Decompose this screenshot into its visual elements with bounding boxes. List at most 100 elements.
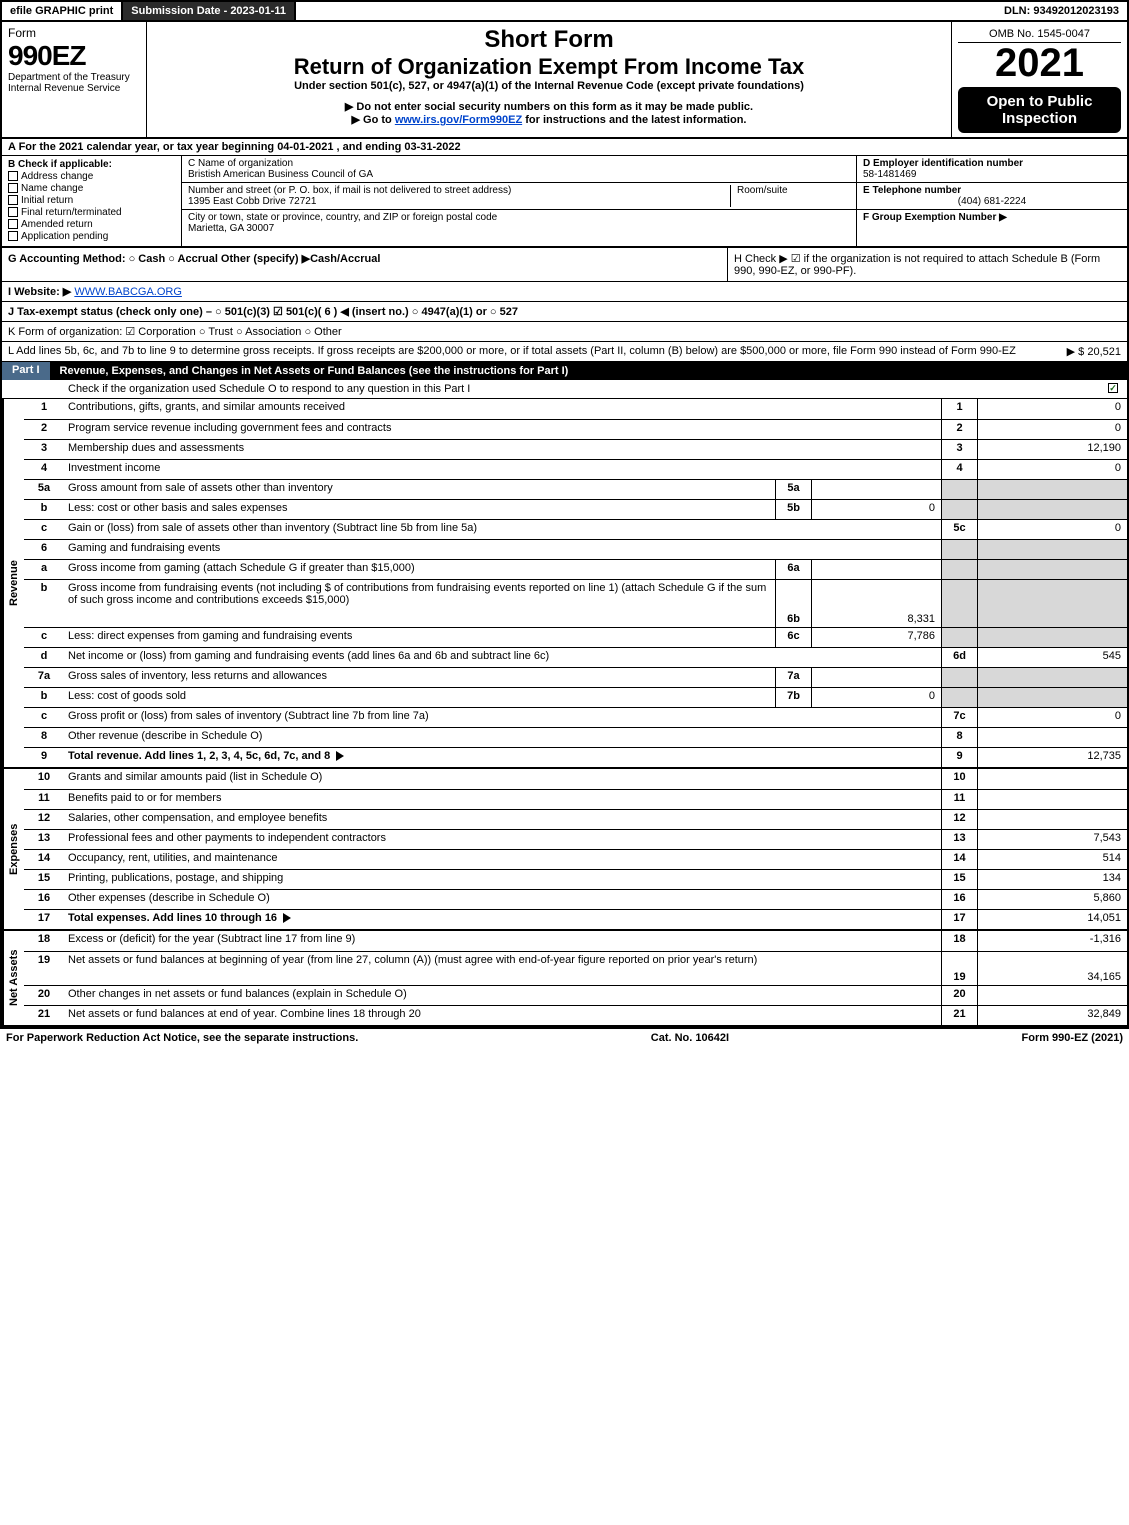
- line-13: 13Professional fees and other payments t…: [24, 829, 1127, 849]
- line-7c: cGross profit or (loss) from sales of in…: [24, 707, 1127, 727]
- line-11: 11Benefits paid to or for members11: [24, 789, 1127, 809]
- line-1: 1Contributions, gifts, grants, and simil…: [24, 399, 1127, 419]
- line-6a: aGross income from gaming (attach Schedu…: [24, 559, 1127, 579]
- g-accounting: G Accounting Method: ○ Cash ○ Accrual Ot…: [2, 248, 727, 281]
- revenue-vlabel: Revenue: [2, 399, 24, 767]
- l-text: L Add lines 5b, 6c, and 7b to line 9 to …: [8, 345, 1067, 358]
- revenue-lines: 1Contributions, gifts, grants, and simil…: [24, 399, 1127, 767]
- city-value: Marietta, GA 30007: [188, 223, 850, 234]
- revenue-section: Revenue 1Contributions, gifts, grants, a…: [2, 399, 1127, 769]
- org-name: Bristish American Business Council of GA: [188, 169, 850, 180]
- j-tax-exempt: J Tax-exempt status (check only one) – ○…: [2, 302, 1127, 322]
- line-5b: bLess: cost or other basis and sales exp…: [24, 499, 1127, 519]
- net-assets-section: Net Assets 18Excess or (deficit) for the…: [2, 931, 1127, 1027]
- chk-initial-return[interactable]: Initial return: [8, 195, 175, 206]
- c-name-label: C Name of organization: [188, 158, 850, 169]
- form-word: Form: [8, 26, 140, 40]
- part-1-header: Part I Revenue, Expenses, and Changes in…: [2, 362, 1127, 380]
- street-value: 1395 East Cobb Drive 72721: [188, 196, 730, 207]
- line-8: 8Other revenue (describe in Schedule O)8: [24, 727, 1127, 747]
- footer-left: For Paperwork Reduction Act Notice, see …: [6, 1032, 358, 1044]
- line-15: 15Printing, publications, postage, and s…: [24, 869, 1127, 889]
- title-sub: Under section 501(c), 527, or 4947(a)(1)…: [153, 80, 945, 92]
- i-website-row: I Website: ▶ WWW.BABCGA.ORG: [2, 282, 1127, 302]
- h-check: H Check ▶ ☑ if the organization is not r…: [727, 248, 1127, 281]
- net-assets-lines: 18Excess or (deficit) for the year (Subt…: [24, 931, 1127, 1025]
- form-number: 990EZ: [8, 40, 140, 72]
- part1-schedule-o-checkbox[interactable]: [1108, 383, 1118, 393]
- line-6d: dNet income or (loss) from gaming and fu…: [24, 647, 1127, 667]
- line-12: 12Salaries, other compensation, and empl…: [24, 809, 1127, 829]
- irs-link[interactable]: www.irs.gov/Form990EZ: [395, 114, 522, 126]
- phone-value: (404) 681-2224: [863, 196, 1121, 207]
- i-label: I Website: ▶: [8, 286, 71, 298]
- org-name-block: C Name of organization Bristish American…: [182, 156, 856, 183]
- submission-date-tab: Submission Date - 2023-01-11: [123, 2, 296, 20]
- footer-mid: Cat. No. 10642I: [651, 1032, 729, 1044]
- note2-pre: ▶ Go to: [352, 114, 395, 126]
- efile-tab[interactable]: efile GRAPHIC print: [2, 2, 123, 20]
- line-6: 6Gaming and fundraising events: [24, 539, 1127, 559]
- line-3: 3Membership dues and assessments312,190: [24, 439, 1127, 459]
- line-14: 14Occupancy, rent, utilities, and mainte…: [24, 849, 1127, 869]
- top-bar: efile GRAPHIC print Submission Date - 20…: [0, 0, 1129, 20]
- group-exemption-block: F Group Exemption Number ▶: [857, 210, 1127, 225]
- line-16: 16Other expenses (describe in Schedule O…: [24, 889, 1127, 909]
- expenses-section: Expenses 10Grants and similar amounts pa…: [2, 769, 1127, 931]
- line-17: 17Total expenses. Add lines 10 through 1…: [24, 909, 1127, 929]
- title-note-2: ▶ Go to www.irs.gov/Form990EZ for instru…: [153, 113, 945, 126]
- chk-amended-return[interactable]: Amended return: [8, 219, 175, 230]
- b-label: B Check if applicable:: [8, 159, 175, 170]
- line-20: 20Other changes in net assets or fund ba…: [24, 985, 1127, 1005]
- net-assets-vlabel: Net Assets: [2, 931, 24, 1025]
- gh-row: G Accounting Method: ○ Cash ○ Accrual Ot…: [2, 248, 1127, 282]
- form-outer: Form 990EZ Department of the Treasury In…: [0, 20, 1129, 1029]
- section-def: D Employer identification number 58-1481…: [857, 156, 1127, 246]
- line-7a: 7aGross sales of inventory, less returns…: [24, 667, 1127, 687]
- dln-label: DLN: 93492012023193: [996, 2, 1127, 20]
- title-note-1: ▶ Do not enter social security numbers o…: [153, 100, 945, 113]
- footer-right: Form 990-EZ (2021): [1022, 1032, 1123, 1044]
- line-10: 10Grants and similar amounts paid (list …: [24, 769, 1127, 789]
- chk-final-return[interactable]: Final return/terminated: [8, 207, 175, 218]
- line-19: 19Net assets or fund balances at beginni…: [24, 951, 1127, 985]
- line-2: 2Program service revenue including gover…: [24, 419, 1127, 439]
- tax-year: 2021: [958, 43, 1121, 83]
- city-block: City or town, state or province, country…: [182, 210, 856, 236]
- line-18: 18Excess or (deficit) for the year (Subt…: [24, 931, 1127, 951]
- line-6b: bGross income from fundraising events (n…: [24, 579, 1127, 627]
- ein-block: D Employer identification number 58-1481…: [857, 156, 1127, 183]
- k-form-org: K Form of organization: ☑ Corporation ○ …: [2, 322, 1127, 342]
- form-header: Form 990EZ Department of the Treasury In…: [2, 22, 1127, 139]
- f-label: F Group Exemption Number ▶: [863, 212, 1007, 223]
- d-label: D Employer identification number: [863, 158, 1121, 169]
- line-4: 4Investment income40: [24, 459, 1127, 479]
- l-gross-receipts: L Add lines 5b, 6c, and 7b to line 9 to …: [2, 342, 1127, 362]
- dept-label: Department of the Treasury Internal Reve…: [8, 72, 140, 94]
- section-b: B Check if applicable: Address change Na…: [2, 156, 182, 246]
- chk-name-change[interactable]: Name change: [8, 183, 175, 194]
- part-1-title: Revenue, Expenses, and Changes in Net As…: [60, 365, 569, 377]
- title-main: Return of Organization Exempt From Incom…: [153, 54, 945, 80]
- line-7b: bLess: cost of goods sold7b0: [24, 687, 1127, 707]
- expenses-lines: 10Grants and similar amounts paid (list …: [24, 769, 1127, 929]
- part-1-checknote: Check if the organization used Schedule …: [2, 380, 1127, 399]
- title-short: Short Form: [153, 26, 945, 54]
- year-block: OMB No. 1545-0047 2021 Open to Public In…: [952, 22, 1127, 137]
- arrow-icon: [336, 751, 344, 761]
- section-c: C Name of organization Bristish American…: [182, 156, 857, 246]
- line-5a: 5aGross amount from sale of assets other…: [24, 479, 1127, 499]
- arrow-icon: [283, 913, 291, 923]
- chk-application-pending[interactable]: Application pending: [8, 231, 175, 242]
- title-block: Short Form Return of Organization Exempt…: [147, 22, 952, 137]
- topbar-spacer: [296, 2, 996, 20]
- open-to-public: Open to Public Inspection: [958, 87, 1121, 133]
- ein-value: 58-1481469: [863, 169, 1121, 180]
- street-block: Number and street (or P. O. box, if mail…: [182, 183, 856, 210]
- l-amount: ▶ $ 20,521: [1067, 345, 1121, 358]
- line-21: 21Net assets or fund balances at end of …: [24, 1005, 1127, 1025]
- website-link[interactable]: WWW.BABCGA.ORG: [74, 286, 182, 298]
- phone-block: E Telephone number (404) 681-2224: [857, 183, 1127, 210]
- chk-address-change[interactable]: Address change: [8, 171, 175, 182]
- row-a-tax-year: A For the 2021 calendar year, or tax yea…: [2, 139, 1127, 156]
